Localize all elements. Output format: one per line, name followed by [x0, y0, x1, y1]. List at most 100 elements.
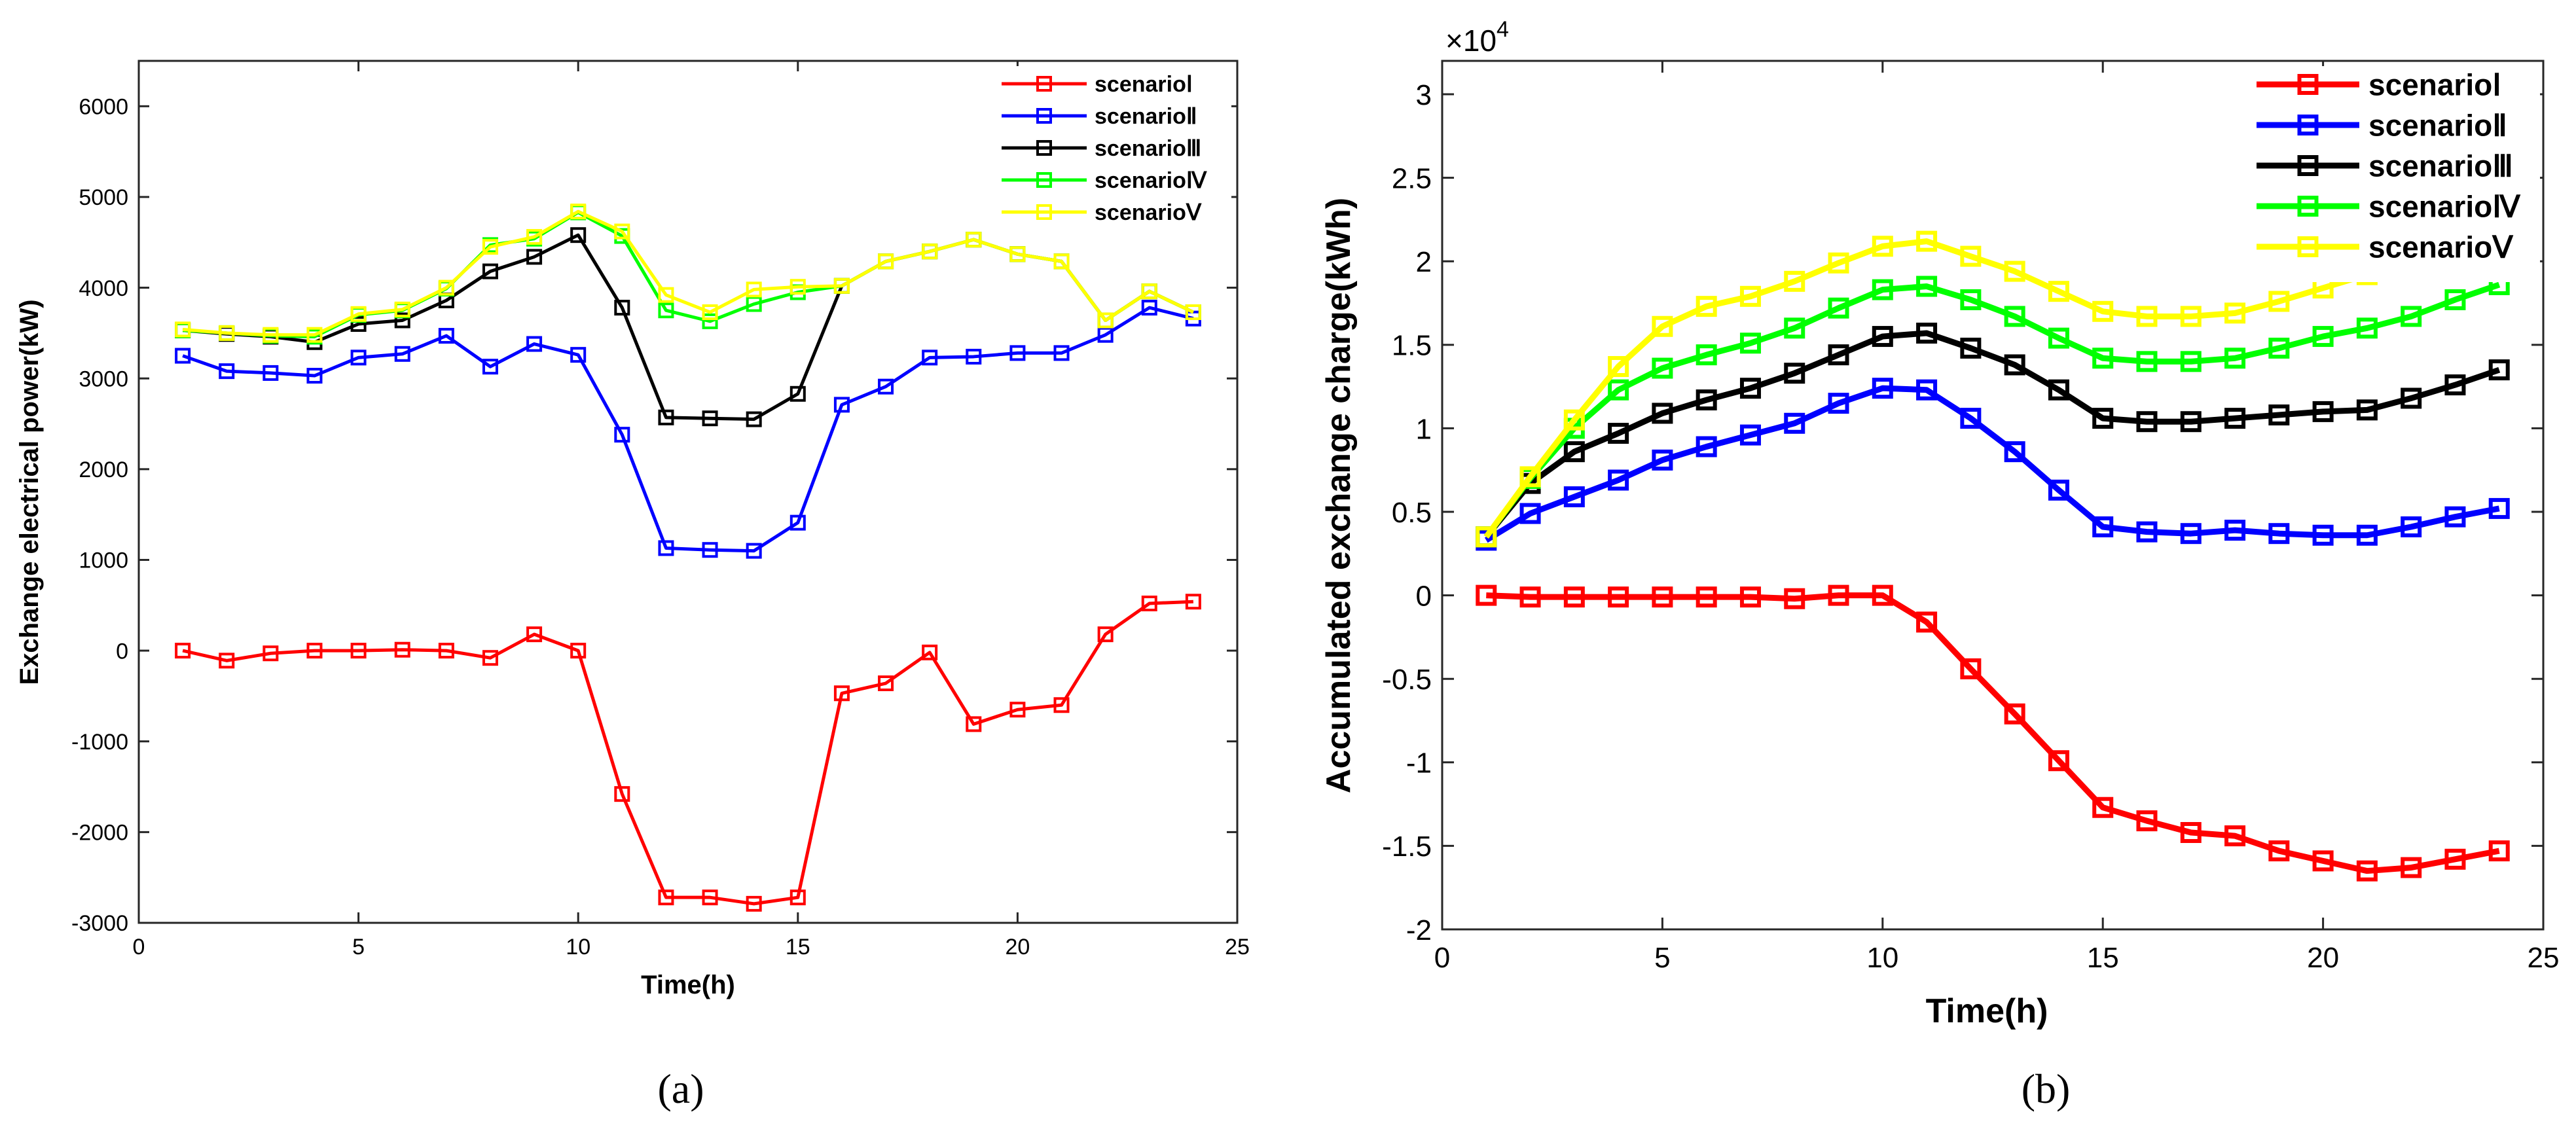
- chart-a-point: [789, 279, 806, 295]
- chart-b-point: [2136, 521, 2158, 543]
- chart-a-point: [789, 889, 806, 906]
- chart-a-point: [658, 889, 674, 906]
- chart-b-point: [1696, 296, 1717, 317]
- chart-b-x-tick-label: 20: [2307, 942, 2339, 974]
- chart-b-point: [2401, 516, 2422, 537]
- chart-a-point: [658, 540, 674, 556]
- chart-a-legend-marker: [1036, 76, 1052, 92]
- chart-b-point: [2092, 348, 2114, 369]
- chart-b-point: [2004, 441, 2025, 463]
- chart-a-point: [526, 626, 543, 643]
- chart-b-point: [2004, 260, 2025, 282]
- chart-b-point: [1696, 586, 1717, 608]
- chart-b-point: [1916, 379, 1938, 401]
- chart-b-point: [2224, 302, 2246, 324]
- chart-b-x-tick-label: 0: [1434, 942, 1450, 974]
- chart-a-point: [482, 263, 498, 279]
- chart-a-point: [702, 889, 718, 906]
- chart-b-y-tick-label: 2.5: [1392, 162, 1432, 194]
- chart-a-point: [570, 204, 587, 220]
- chart-a-point: [526, 228, 543, 245]
- chart-b-point: [2356, 860, 2378, 882]
- chart-b-legend: scenarioⅠ scenarioⅡ scenarioⅢ scenarioⅣ scen…: [2251, 66, 2540, 282]
- chart-b-y-tick-label: 1.5: [1392, 330, 1432, 362]
- chart-b-point: [2401, 857, 2422, 878]
- chart-a-y-tick-label: 1000: [79, 548, 128, 573]
- chart-a-point: [702, 542, 718, 558]
- chart-a-point: [263, 645, 279, 662]
- chart-a-x-tick-label: 0: [133, 935, 145, 959]
- chart-a-point: [746, 281, 762, 298]
- chart-b-point: [1828, 252, 1849, 274]
- chart-a-y-tick-label: 4000: [79, 276, 128, 301]
- chart-b-point: [2268, 291, 2290, 312]
- chart-b-legend-marker: [2297, 236, 2319, 257]
- chart-a-point: [702, 304, 718, 321]
- chart-a-point: [263, 365, 279, 381]
- chart-b-point: [2180, 351, 2202, 372]
- chart-a-point: [702, 313, 718, 329]
- chart-a-x-tick-label: 25: [1225, 935, 1250, 959]
- chart-a-legend-marker: [1036, 204, 1052, 220]
- chart-b-point: [2488, 359, 2510, 381]
- chart-b-point: [1696, 436, 1717, 457]
- chart-b-legend-label: scenarioⅠ: [2368, 68, 2501, 102]
- chart-a-y-tick-label: 2000: [79, 457, 128, 482]
- chart-a-point: [1053, 697, 1070, 713]
- chart-a-point: [789, 385, 806, 402]
- chart-b-point: [1652, 357, 1673, 379]
- chart-b-y-axis-label: Accumulated exchange charge(kWh): [1320, 198, 1358, 793]
- chart-a-point: [394, 346, 410, 362]
- chart-a-y-axis-label: Exchange electrical power(kW): [15, 299, 44, 685]
- chart-a-point: [1185, 594, 1201, 610]
- chart-a-point: [789, 514, 806, 531]
- chart-b-point: [1519, 466, 1541, 488]
- chart-b-point: [2136, 810, 2158, 832]
- chart-a-point: [746, 296, 762, 312]
- chart-b-legend-label: scenarioⅡ: [2368, 109, 2507, 143]
- chart-a-point: [394, 641, 410, 658]
- chart-a-x-tick-label: 5: [352, 935, 365, 959]
- chart-a-point: [966, 232, 982, 248]
- chart-b-point: [2136, 411, 2158, 433]
- chart-a-point: [175, 348, 191, 364]
- chart-b-point: [1563, 486, 1585, 508]
- chart-b-point: [1696, 344, 1717, 366]
- chart-b-point: [2401, 387, 2422, 409]
- chart-b-point: [2048, 379, 2069, 401]
- chart-b-y-tick-label: -1: [1406, 747, 1432, 780]
- chart-b-point: [2180, 821, 2202, 843]
- chart-a-point: [350, 643, 367, 659]
- chart-b-point: [1960, 337, 1982, 359]
- chart-b-point: [1739, 285, 1761, 307]
- chart-b-point: [2312, 401, 2334, 422]
- chart-a-point: [263, 327, 279, 343]
- chart-b-point: [1739, 586, 1761, 608]
- chart-b-point: [1784, 270, 1805, 292]
- chart-a-legend: scenarioⅠ scenarioⅡ scenarioⅢ scenarioⅣ scen…: [992, 66, 1231, 231]
- chart-b-exponent-label: ×104: [1445, 17, 1509, 58]
- chart-b-point: [2048, 281, 2069, 302]
- chart-a-point: [570, 227, 587, 243]
- chart-a-point: [1097, 626, 1114, 643]
- chart-a-x-tick-label: 20: [1005, 935, 1030, 959]
- chart-b-point: [2092, 408, 2114, 429]
- chart-b-point: [1608, 586, 1629, 608]
- chart-a-point: [746, 411, 762, 427]
- chart-a-point: [1141, 300, 1157, 316]
- chart-b-point: [1652, 403, 1673, 424]
- chart-b-y-tick-label: 0: [1416, 580, 1432, 612]
- chart-b-point: [1828, 584, 1849, 606]
- chart-b-point: [1872, 584, 1893, 606]
- chart-a-point: [922, 644, 938, 660]
- chart-a-point: [1097, 312, 1114, 329]
- chart-a-point: [1141, 283, 1157, 300]
- chart-b-point: [1608, 356, 1629, 378]
- chart-b-y-tick-label: 3: [1416, 79, 1432, 111]
- chart-a-x-tick-label: 15: [786, 935, 810, 959]
- chart-a-point: [1053, 253, 1070, 270]
- chart-b-point: [1652, 586, 1673, 608]
- chart-a-point: [219, 363, 235, 380]
- chart-b-point: [1960, 658, 1982, 679]
- chart-b-point: [2444, 289, 2466, 310]
